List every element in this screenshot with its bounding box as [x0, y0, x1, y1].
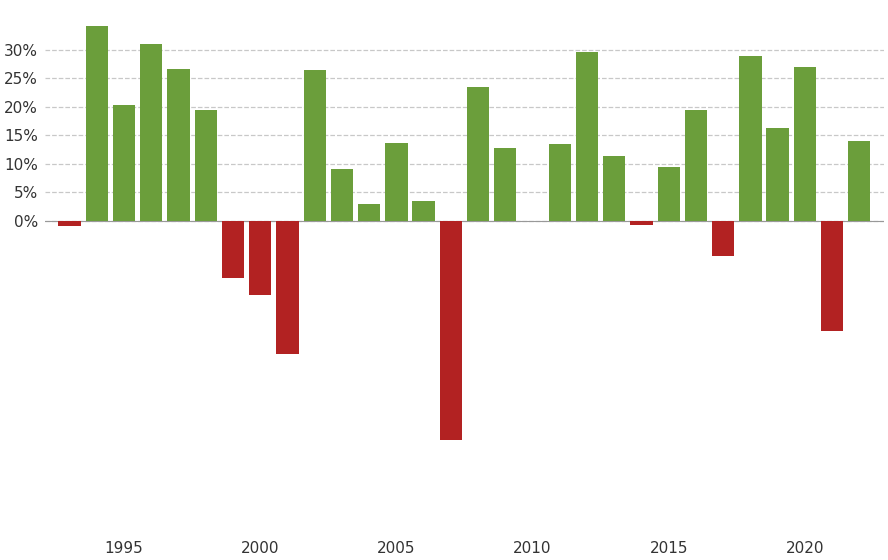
Bar	[59, 221, 81, 226]
Bar	[549, 144, 571, 221]
Bar	[194, 110, 217, 221]
Bar	[249, 221, 272, 295]
Bar	[575, 52, 599, 221]
Bar	[412, 200, 435, 221]
Bar	[712, 221, 734, 256]
Bar	[467, 87, 489, 221]
Bar	[685, 110, 707, 221]
Bar	[330, 169, 353, 221]
Bar	[630, 221, 653, 225]
Bar	[222, 221, 244, 278]
Bar	[603, 156, 625, 221]
Bar	[276, 221, 298, 354]
Bar	[848, 141, 870, 221]
Bar	[85, 26, 108, 221]
Bar	[113, 105, 135, 221]
Bar	[494, 148, 517, 221]
Bar	[794, 67, 816, 221]
Bar	[766, 128, 789, 221]
Bar	[821, 221, 844, 331]
Bar	[385, 143, 408, 221]
Bar	[304, 70, 326, 221]
Bar	[440, 221, 462, 440]
Bar	[657, 166, 680, 221]
Bar	[739, 56, 762, 221]
Bar	[140, 44, 163, 221]
Bar	[358, 203, 380, 221]
Bar	[167, 68, 190, 221]
